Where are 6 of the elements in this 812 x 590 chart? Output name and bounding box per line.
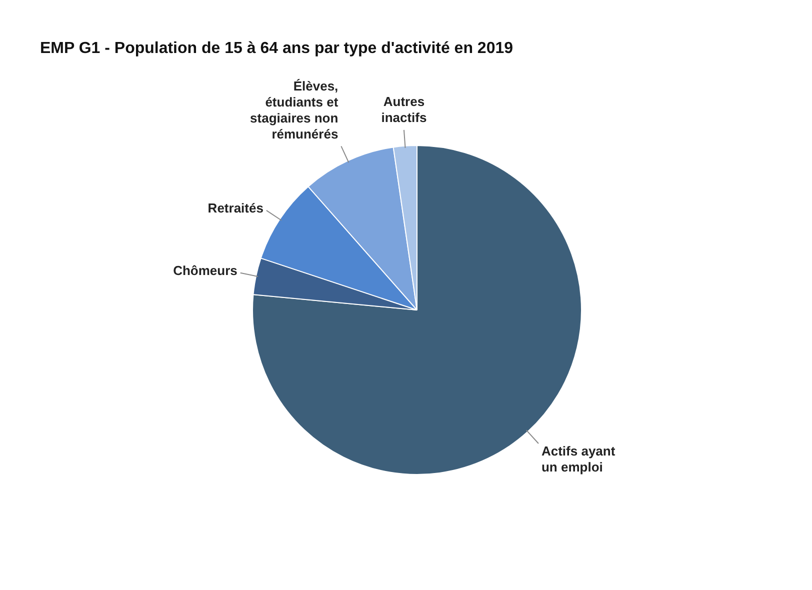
slice-label: Élèves, étudiants et stagiaires non rémunérés <box>250 78 339 142</box>
slice-label: Retraités <box>208 200 264 216</box>
slice-label: Chômeurs <box>173 262 238 278</box>
slice-label: Autres inactifs <box>381 94 427 126</box>
chart-title: EMP G1 - Population de 15 à 64 ans par type d'activité en 2019 <box>40 40 514 58</box>
slice-label: Actifs ayant un emploi <box>541 444 616 475</box>
